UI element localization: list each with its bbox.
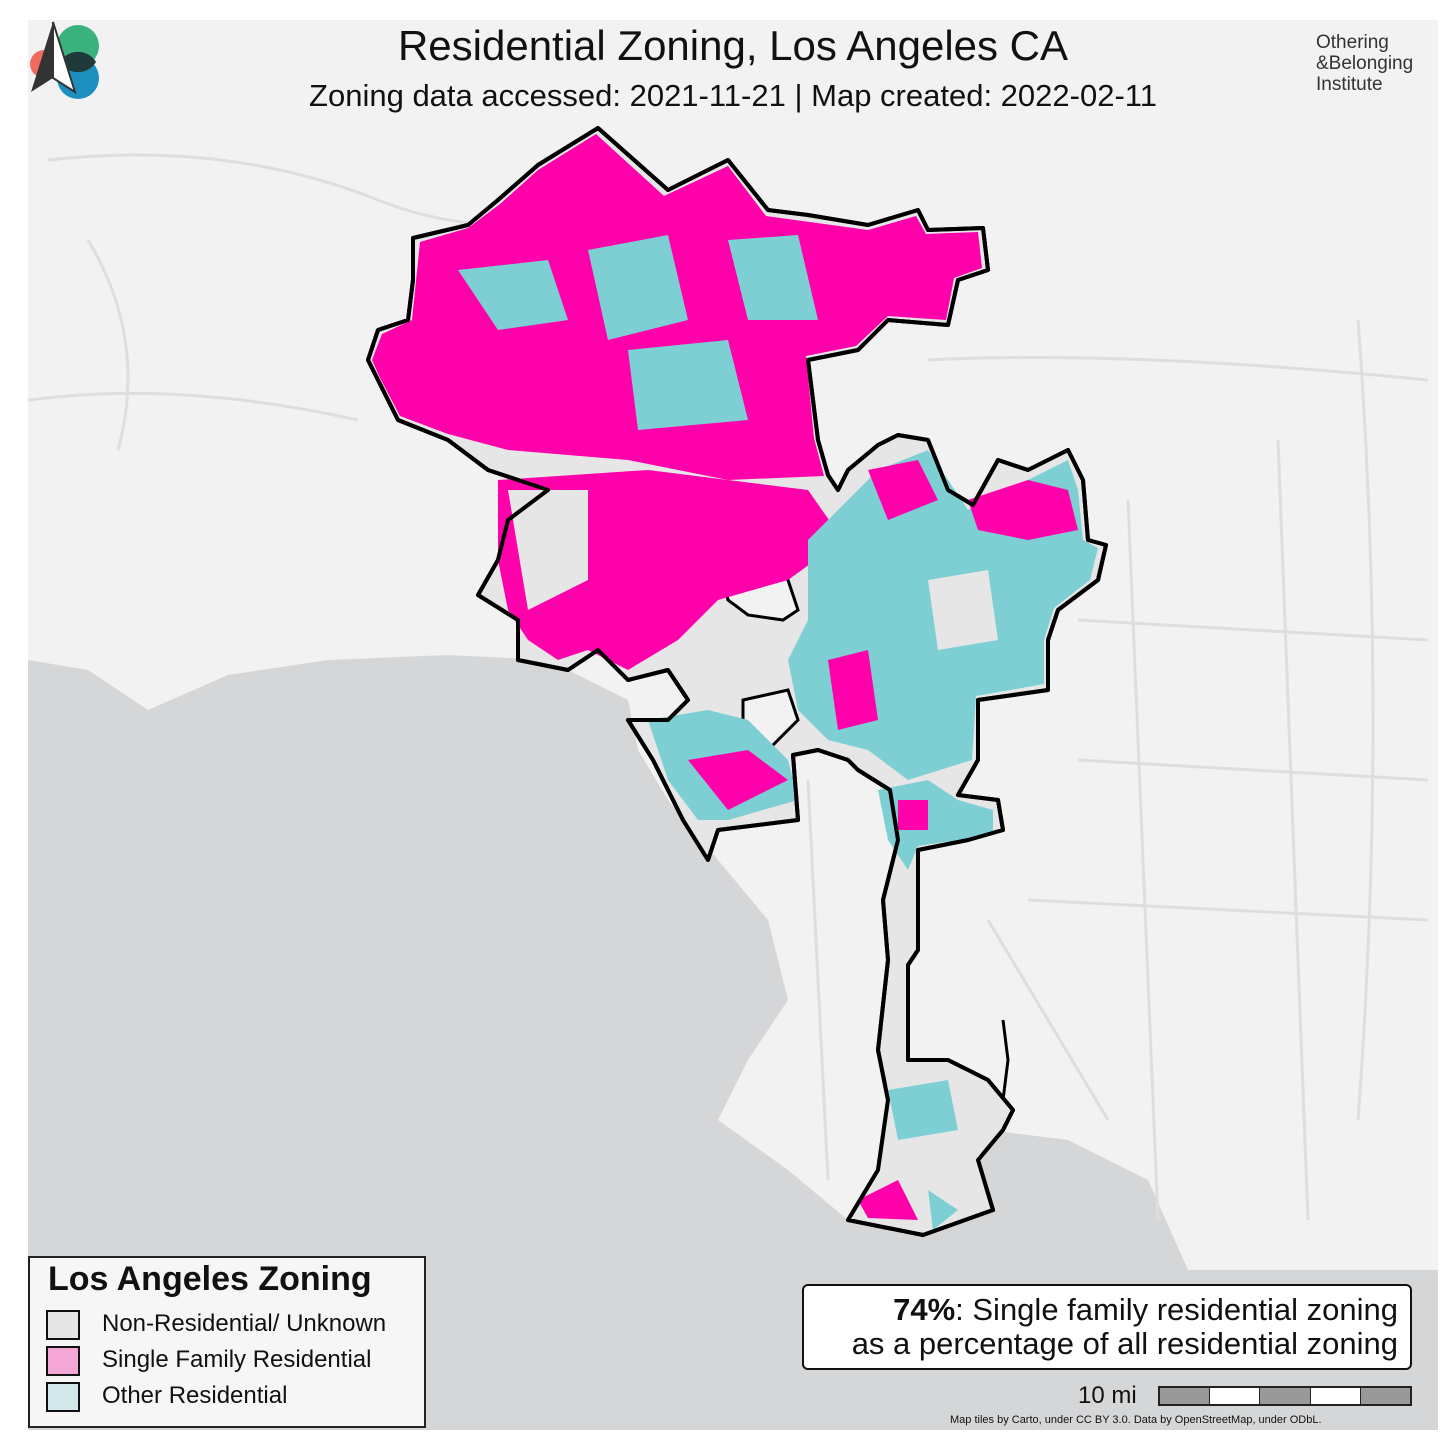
logo-overlap (60, 51, 96, 73)
legend-swatch-single-family (46, 1346, 80, 1376)
scale-segment (1160, 1388, 1211, 1404)
zone-single-family-central (868, 460, 938, 520)
scale-segment (1310, 1388, 1361, 1404)
harbor-channel (1001, 1019, 1010, 1101)
legend-label-other-residential: Other Residential (102, 1382, 288, 1409)
institute-name: Othering &Belonging Institute (1316, 32, 1413, 95)
ocean (28, 655, 1438, 1430)
scale-label: 10 mi (1078, 1382, 1137, 1409)
zone-other-residential-valley (628, 340, 748, 430)
north-arrow-icon (31, 21, 77, 95)
scale-segment (1210, 1388, 1261, 1404)
map-subtitle: Zoning data accessed: 2021-11-21 | Map c… (309, 78, 1157, 113)
zone-other-residential-harbor (888, 1080, 958, 1140)
scale-bar (1158, 1386, 1412, 1406)
logo-line-2: &Belonging (1316, 53, 1414, 74)
logo-line-3: Institute (1316, 74, 1383, 95)
legend-label-nonresidential: Non-Residential/ Unknown (102, 1310, 387, 1337)
zone-other-residential-harbor (928, 1190, 958, 1230)
zone-other-residential-valley (458, 260, 568, 330)
zone-non-residential-downtown (928, 570, 998, 650)
scale-segment (1360, 1388, 1411, 1404)
legend-label-single-family: Single Family Residential (102, 1346, 372, 1373)
stat-percent: 74% (893, 1292, 956, 1327)
zone-single-family-westside (688, 750, 788, 810)
stat-line-2: as a percentage of all residential zonin… (851, 1326, 1398, 1361)
zone-other-residential-valley (728, 235, 818, 320)
zone-single-family-harbor (858, 1180, 918, 1220)
zone-single-family-eastside (968, 480, 1078, 540)
map-title: Residential Zoning, Los Angeles CA (397, 22, 1069, 69)
zone-single-family-central (828, 650, 878, 730)
scale-segment (1260, 1388, 1311, 1404)
legend-swatch-nonresidential (46, 1310, 80, 1340)
stat-line-1-text: : Single family residential zoning (955, 1292, 1398, 1327)
stat-line-1: 74%: Single family residential zoning (893, 1292, 1398, 1328)
zone-single-family-south (898, 800, 928, 830)
zone-other-residential-valley (588, 235, 688, 340)
map-svg (28, 126, 1438, 1430)
map-canvas: Residential Zoning, Los Angeles CA Zonin… (28, 20, 1438, 1430)
legend-swatch-other-residential (46, 1382, 80, 1412)
zone-non-residential-hills (508, 490, 588, 610)
statistic-callout: 74%: Single family residential zoning as… (802, 1284, 1412, 1370)
logo-line-1: Othering (1316, 32, 1389, 53)
attribution: Map tiles by Carto, under CC BY 3.0. Dat… (950, 1414, 1322, 1426)
city-outline (366, 126, 1108, 1237)
zoning-layer (372, 134, 1098, 1230)
legend-title: Los Angeles Zoning (48, 1260, 372, 1298)
legend: Los Angeles Zoning Non-Residential/ Unkn… (28, 1256, 426, 1428)
